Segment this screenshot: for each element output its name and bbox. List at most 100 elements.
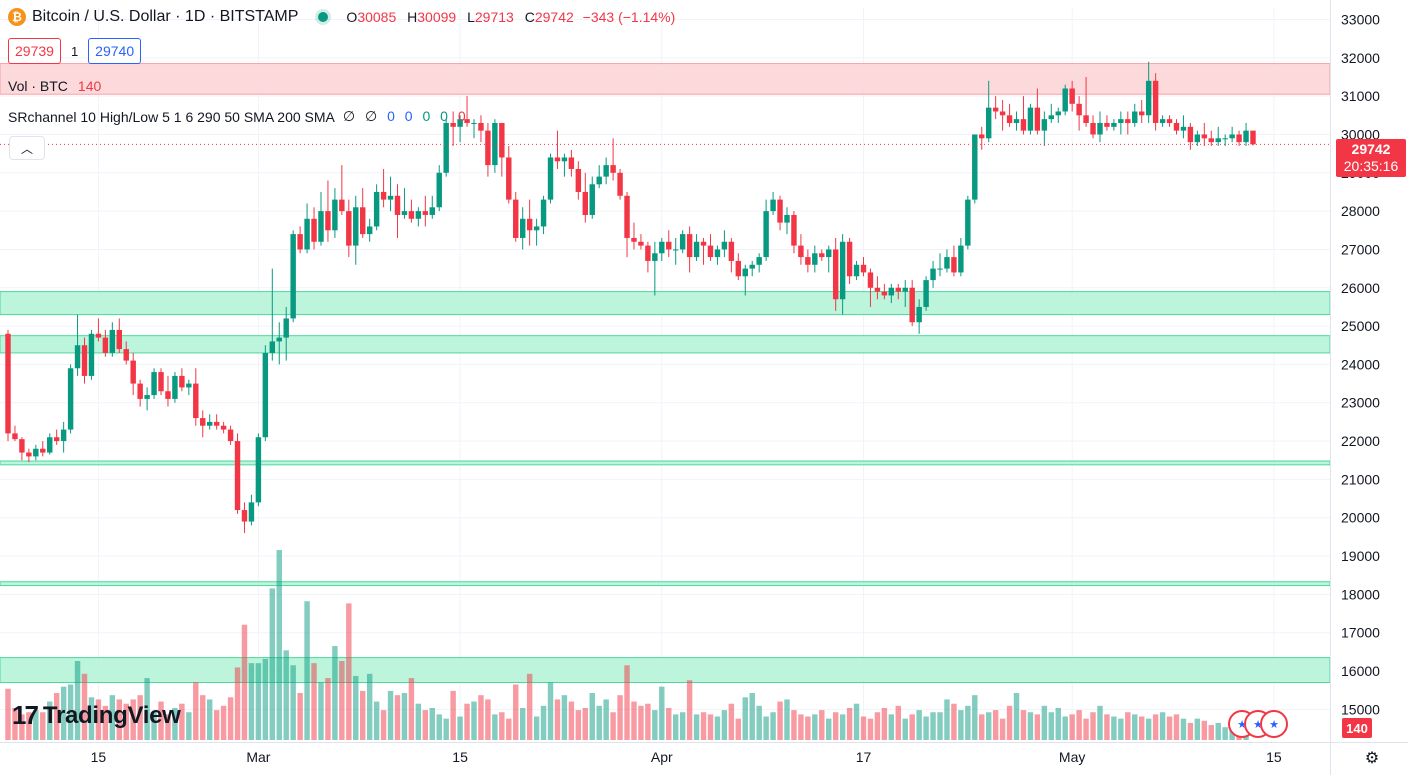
candle-body (999, 111, 1006, 116)
candle-body (784, 214, 790, 223)
candle-body (679, 234, 686, 250)
candle-body (443, 122, 449, 173)
candle-body (346, 211, 352, 246)
candle-body (693, 241, 700, 258)
candle-body (603, 165, 609, 177)
support-zone (0, 657, 1331, 684)
time-axis[interactable]: 15Mar15Apr17May15Jun15Jul17Aug (0, 742, 1408, 766)
last-price-label: 29742 20:35:16 (1336, 139, 1406, 177)
candles (5, 61, 1256, 534)
volume-bar (339, 661, 345, 740)
candle-body (81, 345, 88, 376)
volume-bar (1208, 725, 1214, 740)
candle-body (123, 349, 129, 361)
candle-body (1201, 134, 1208, 139)
volume-bar (332, 646, 338, 740)
gear-icon[interactable]: ⚙ (1364, 750, 1380, 767)
logo-text: TradingView (42, 701, 181, 729)
volume-bar (832, 712, 839, 740)
symbol-title[interactable]: Bitcoin / U.S. Dollar · 1D · BITSTAMP (32, 8, 299, 25)
volume-bar (1125, 712, 1131, 740)
volume-bar (40, 712, 46, 740)
indicator-legend[interactable]: SRchannel 10 High/Low 5 1 6 290 50 SMA 2… (8, 108, 472, 125)
candle-body (513, 199, 519, 238)
volume-bar (401, 693, 408, 740)
candle-body (777, 199, 783, 223)
volume-bar (519, 707, 526, 740)
y-tick-label: 26000 (1341, 280, 1380, 296)
events-icons[interactable]: ★ ★ ★ (1228, 710, 1288, 738)
volume-bar (1180, 718, 1187, 740)
volume-bar (1048, 712, 1055, 740)
y-tick-label: 21000 (1341, 471, 1380, 487)
market-status-icon[interactable] (318, 12, 329, 22)
candle-body (172, 375, 178, 399)
candle-body (436, 172, 442, 208)
volume-bar (965, 705, 971, 740)
volume-bar (297, 693, 303, 740)
volume-bar (227, 697, 234, 740)
indicator-value: 0 (387, 108, 395, 124)
volume-bar (944, 699, 950, 740)
volume-bar (972, 695, 978, 740)
candle-body (1090, 122, 1096, 135)
candle-body (1076, 103, 1082, 116)
volume-bar (721, 710, 728, 740)
candle-body (1132, 111, 1138, 123)
tradingview-logo-icon: 17 (12, 700, 39, 730)
candle-body (144, 395, 150, 399)
volume-bar (5, 688, 11, 740)
candle-body (220, 425, 227, 430)
indicator-value: 0 (457, 108, 466, 124)
price-axis[interactable]: 3300032000310003000029000280002700026000… (1330, 0, 1381, 775)
volume-bar (241, 624, 248, 740)
bar-countdown: 20:35:16 (1343, 158, 1399, 174)
candle-body (832, 249, 839, 300)
candle-body (1069, 88, 1075, 104)
resistance-zone (0, 63, 1331, 95)
volume-histogram (5, 550, 1249, 740)
candle-body (582, 191, 589, 215)
us-flag-icon[interactable]: ★ (1260, 710, 1288, 738)
support-zone (0, 291, 1331, 316)
candle-body (179, 375, 185, 388)
candle-body (707, 245, 714, 258)
candle-body (798, 245, 804, 258)
candle-body (353, 207, 359, 246)
volume-legend[interactable]: Vol · BTC 140 (8, 78, 101, 94)
volume-bar (269, 588, 276, 740)
candle-body (826, 249, 832, 258)
buy-price-button[interactable]: 29740 (88, 38, 142, 64)
candle-body (659, 241, 665, 254)
tradingview-logo[interactable]: 17 TradingView (12, 700, 181, 731)
x-tick-label: Mar (246, 749, 270, 765)
sell-price-button[interactable]: 29739 (8, 38, 61, 64)
volume-bar (1152, 714, 1159, 740)
candle-body (881, 291, 888, 296)
y-tick-label: 24000 (1341, 356, 1380, 372)
volume-bar (909, 714, 915, 740)
volume-bar (137, 695, 143, 740)
candle-body (554, 157, 561, 162)
collapse-legend-button[interactable]: ︿ (9, 136, 45, 160)
indicator-value: ∅ (364, 108, 378, 124)
candle-body (519, 218, 526, 238)
candle-body (457, 119, 463, 127)
volume-bar (902, 718, 908, 740)
volume-bar (930, 712, 936, 740)
candle-body (1118, 119, 1124, 123)
x-tick-label: 15 (91, 749, 107, 765)
volume-bar (846, 707, 853, 740)
candle-body (1166, 119, 1173, 123)
candle-body (756, 257, 762, 265)
volume-bar (144, 678, 150, 740)
candle-body (1229, 134, 1235, 139)
volume-bar (213, 710, 220, 740)
candle-body (255, 437, 262, 503)
candle-body (1034, 107, 1041, 131)
y-tick-label: 20000 (1341, 510, 1380, 526)
candle-body (937, 268, 943, 270)
volume-bar (895, 705, 901, 740)
candle-body (88, 333, 95, 376)
